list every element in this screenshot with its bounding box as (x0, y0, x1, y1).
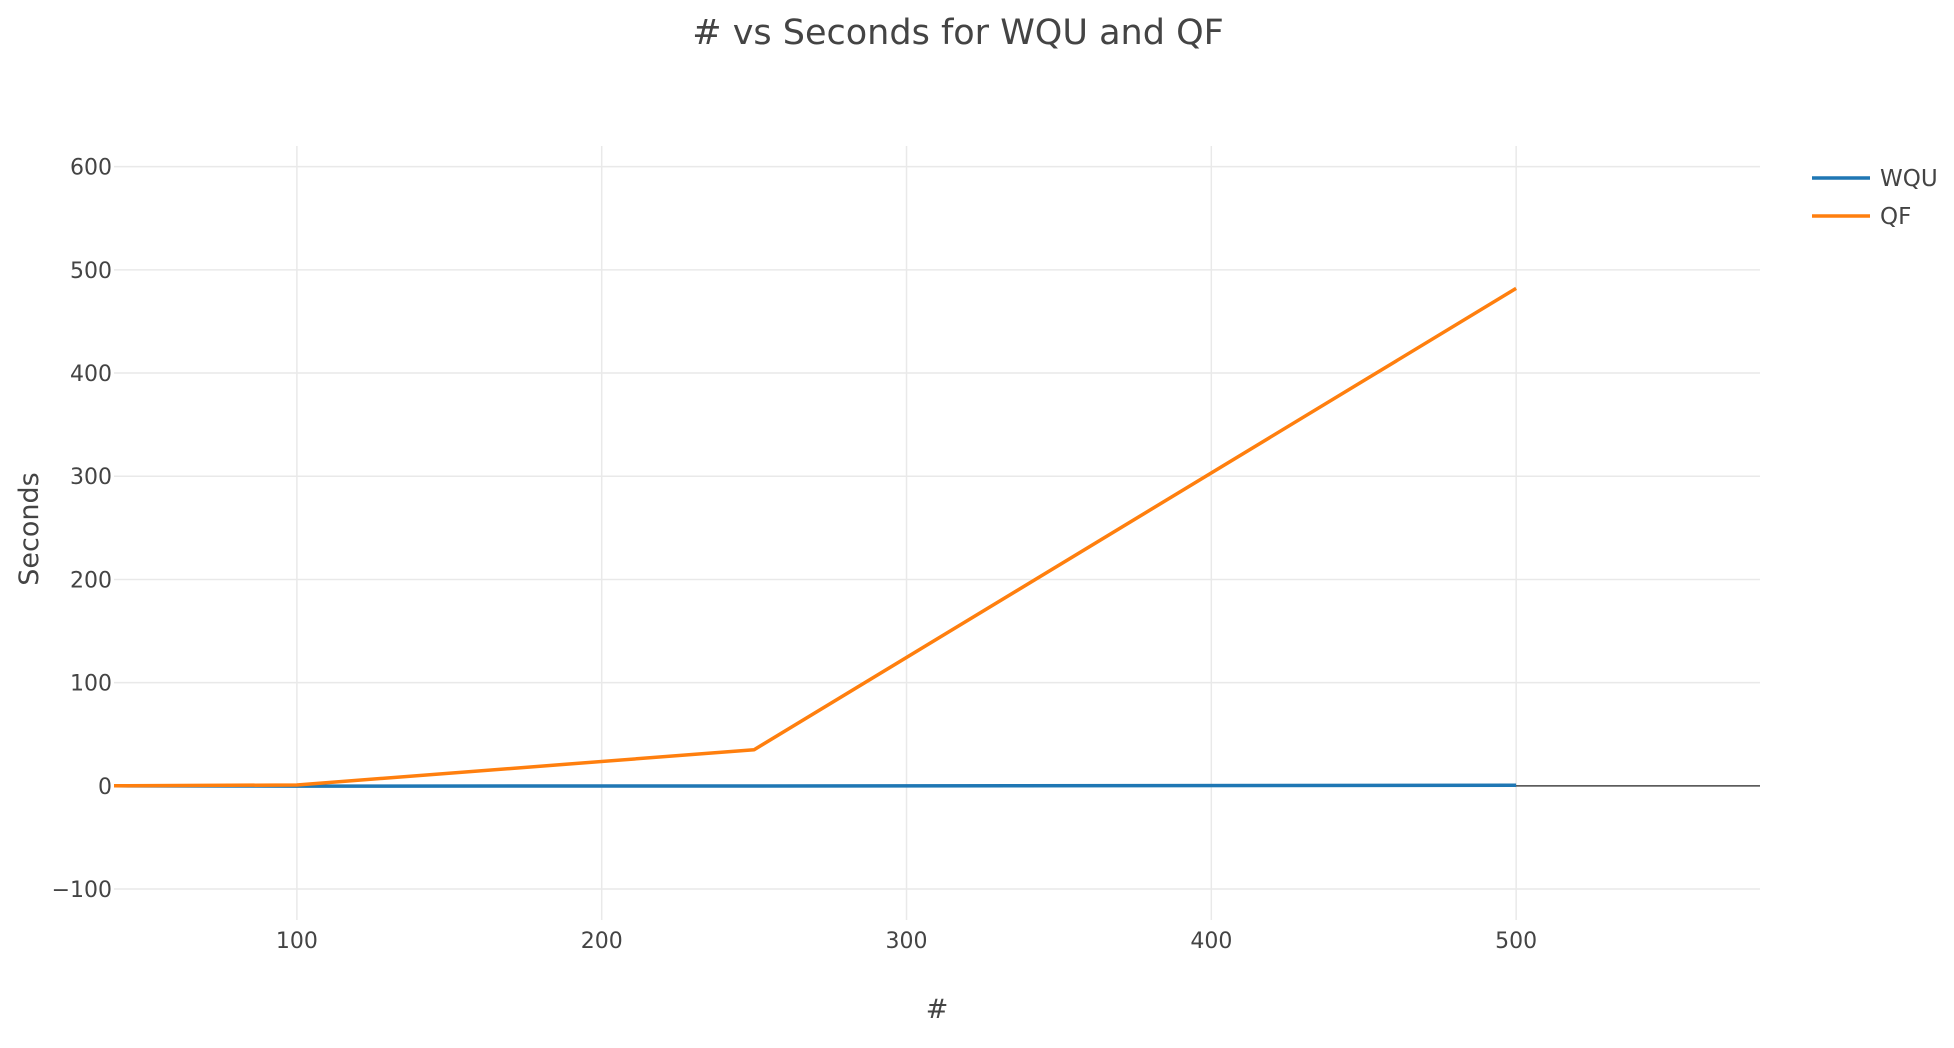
x-tick-label: 300 (886, 929, 928, 954)
legend-item-qf[interactable]: QF (1812, 204, 1911, 230)
x-tick-label: 200 (581, 929, 623, 954)
x-axis-ticks: 100 200 300 400 500 (276, 929, 1537, 954)
y-tick-label: −100 (52, 878, 112, 903)
legend-label: QF (1880, 204, 1911, 230)
y-tick-label: 0 (98, 775, 112, 800)
x-tick-label: 400 (1190, 929, 1232, 954)
y-axis-title: Seconds (14, 472, 45, 585)
y-tick-label: 400 (70, 362, 112, 387)
y-tick-label: 200 (70, 568, 112, 593)
y-tick-label: 300 (70, 465, 112, 490)
y-tick-label: 100 (70, 672, 112, 697)
legend-label: WQU (1880, 166, 1938, 192)
y-tick-label: 600 (70, 156, 112, 181)
grid-lines (114, 146, 1760, 920)
x-axis-title: # (926, 994, 949, 1025)
x-tick-label: 100 (276, 929, 318, 954)
series-line-wqu[interactable] (113, 783, 1517, 788)
y-tick-label: 500 (70, 259, 112, 284)
x-tick-label: 500 (1495, 929, 1537, 954)
chart-title: # vs Seconds for WQU and QF (692, 13, 1224, 53)
legend[interactable]: WQU QF (1812, 166, 1938, 230)
y-axis-ticks: −100 0 100 200 300 400 500 600 (52, 156, 112, 903)
legend-item-wqu[interactable]: WQU (1812, 166, 1938, 192)
series-line-qf[interactable] (113, 286, 1518, 788)
series-lines (113, 286, 1518, 788)
